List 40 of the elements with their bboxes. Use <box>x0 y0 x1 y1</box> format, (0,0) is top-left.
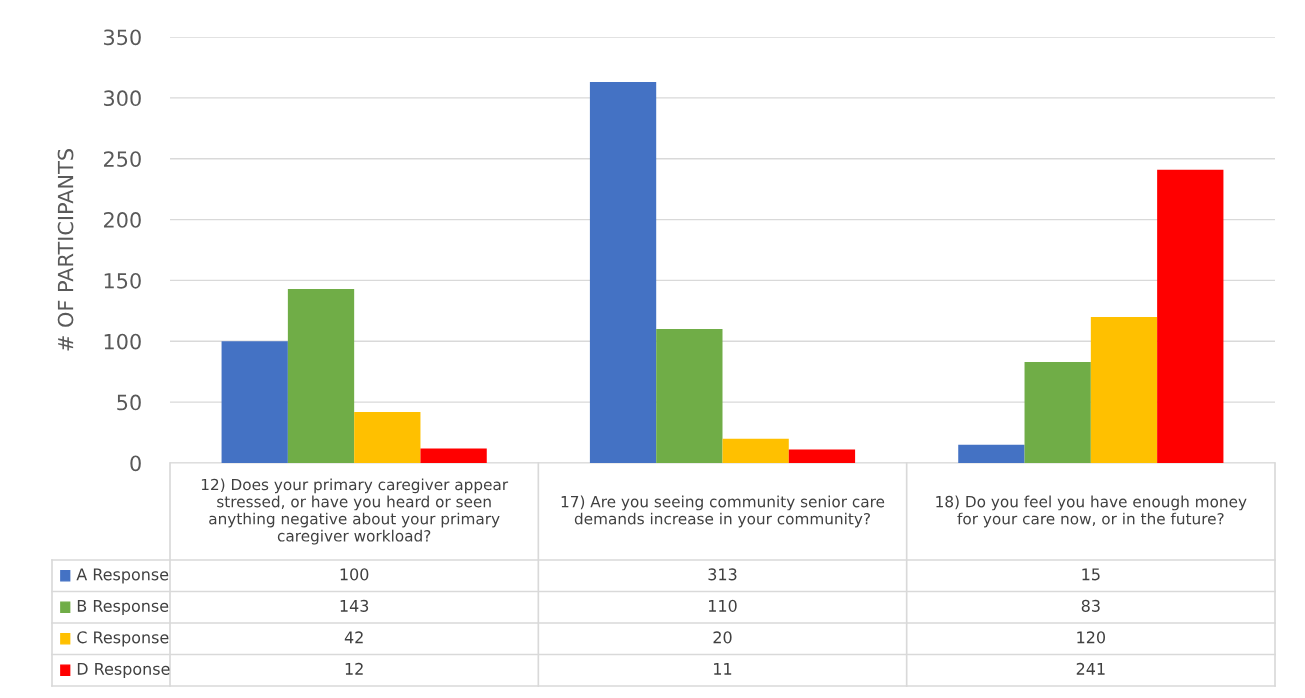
data-label: 313 <box>708 568 737 581</box>
y-tick-label: 50 <box>117 394 141 411</box>
bar <box>589 82 657 463</box>
y-tick-label: 300 <box>104 90 141 107</box>
y-tick-label: 250 <box>103 151 141 167</box>
bar <box>722 438 789 463</box>
y-tick-label: 150 <box>104 272 141 289</box>
legend-label: C Response <box>77 631 169 647</box>
legend-label: D Response <box>77 663 170 678</box>
data-label: 12 <box>345 662 363 675</box>
data-label: 241 <box>1076 662 1105 675</box>
bar <box>221 341 288 463</box>
data-label: 110 <box>709 599 737 612</box>
data-label: 11 <box>714 663 732 675</box>
x-tick-label: 18) Do you feel you have enough money for your care now, or in the future? <box>936 495 1247 528</box>
bar <box>1157 169 1224 463</box>
y-tick-label: 0 <box>130 455 141 472</box>
data-label: 143 <box>340 599 369 612</box>
bar <box>287 288 355 463</box>
bar <box>354 411 421 463</box>
x-tick-label: 12) Does your primary caregiver appear stressed, or have you heard or seen anything negative about your primary caregiver workload? <box>201 478 509 545</box>
legend-label: B Response <box>77 600 169 615</box>
y-tick-label: 350 <box>104 29 141 46</box>
data-label: 120 <box>1077 631 1106 644</box>
bar <box>958 444 1025 463</box>
data-label: 15 <box>1082 568 1100 581</box>
bar <box>788 449 856 463</box>
bar <box>1024 361 1091 463</box>
data-label: 83 <box>1081 599 1100 612</box>
y-tick-label: 100 <box>104 333 141 350</box>
bar <box>420 448 487 463</box>
y-axis-title: # OF PARTICIPANTS <box>57 149 74 351</box>
data-label: 100 <box>340 568 369 581</box>
data-label: 20 <box>713 631 732 644</box>
y-tick-label: 200 <box>103 212 141 228</box>
bar <box>1090 316 1158 463</box>
bar <box>656 329 723 463</box>
legend-label: A Response <box>76 568 169 584</box>
data-label: 42 <box>344 631 363 644</box>
x-tick-label: 17) Are you seeing community senior care demands increase in your community? <box>561 495 885 528</box>
